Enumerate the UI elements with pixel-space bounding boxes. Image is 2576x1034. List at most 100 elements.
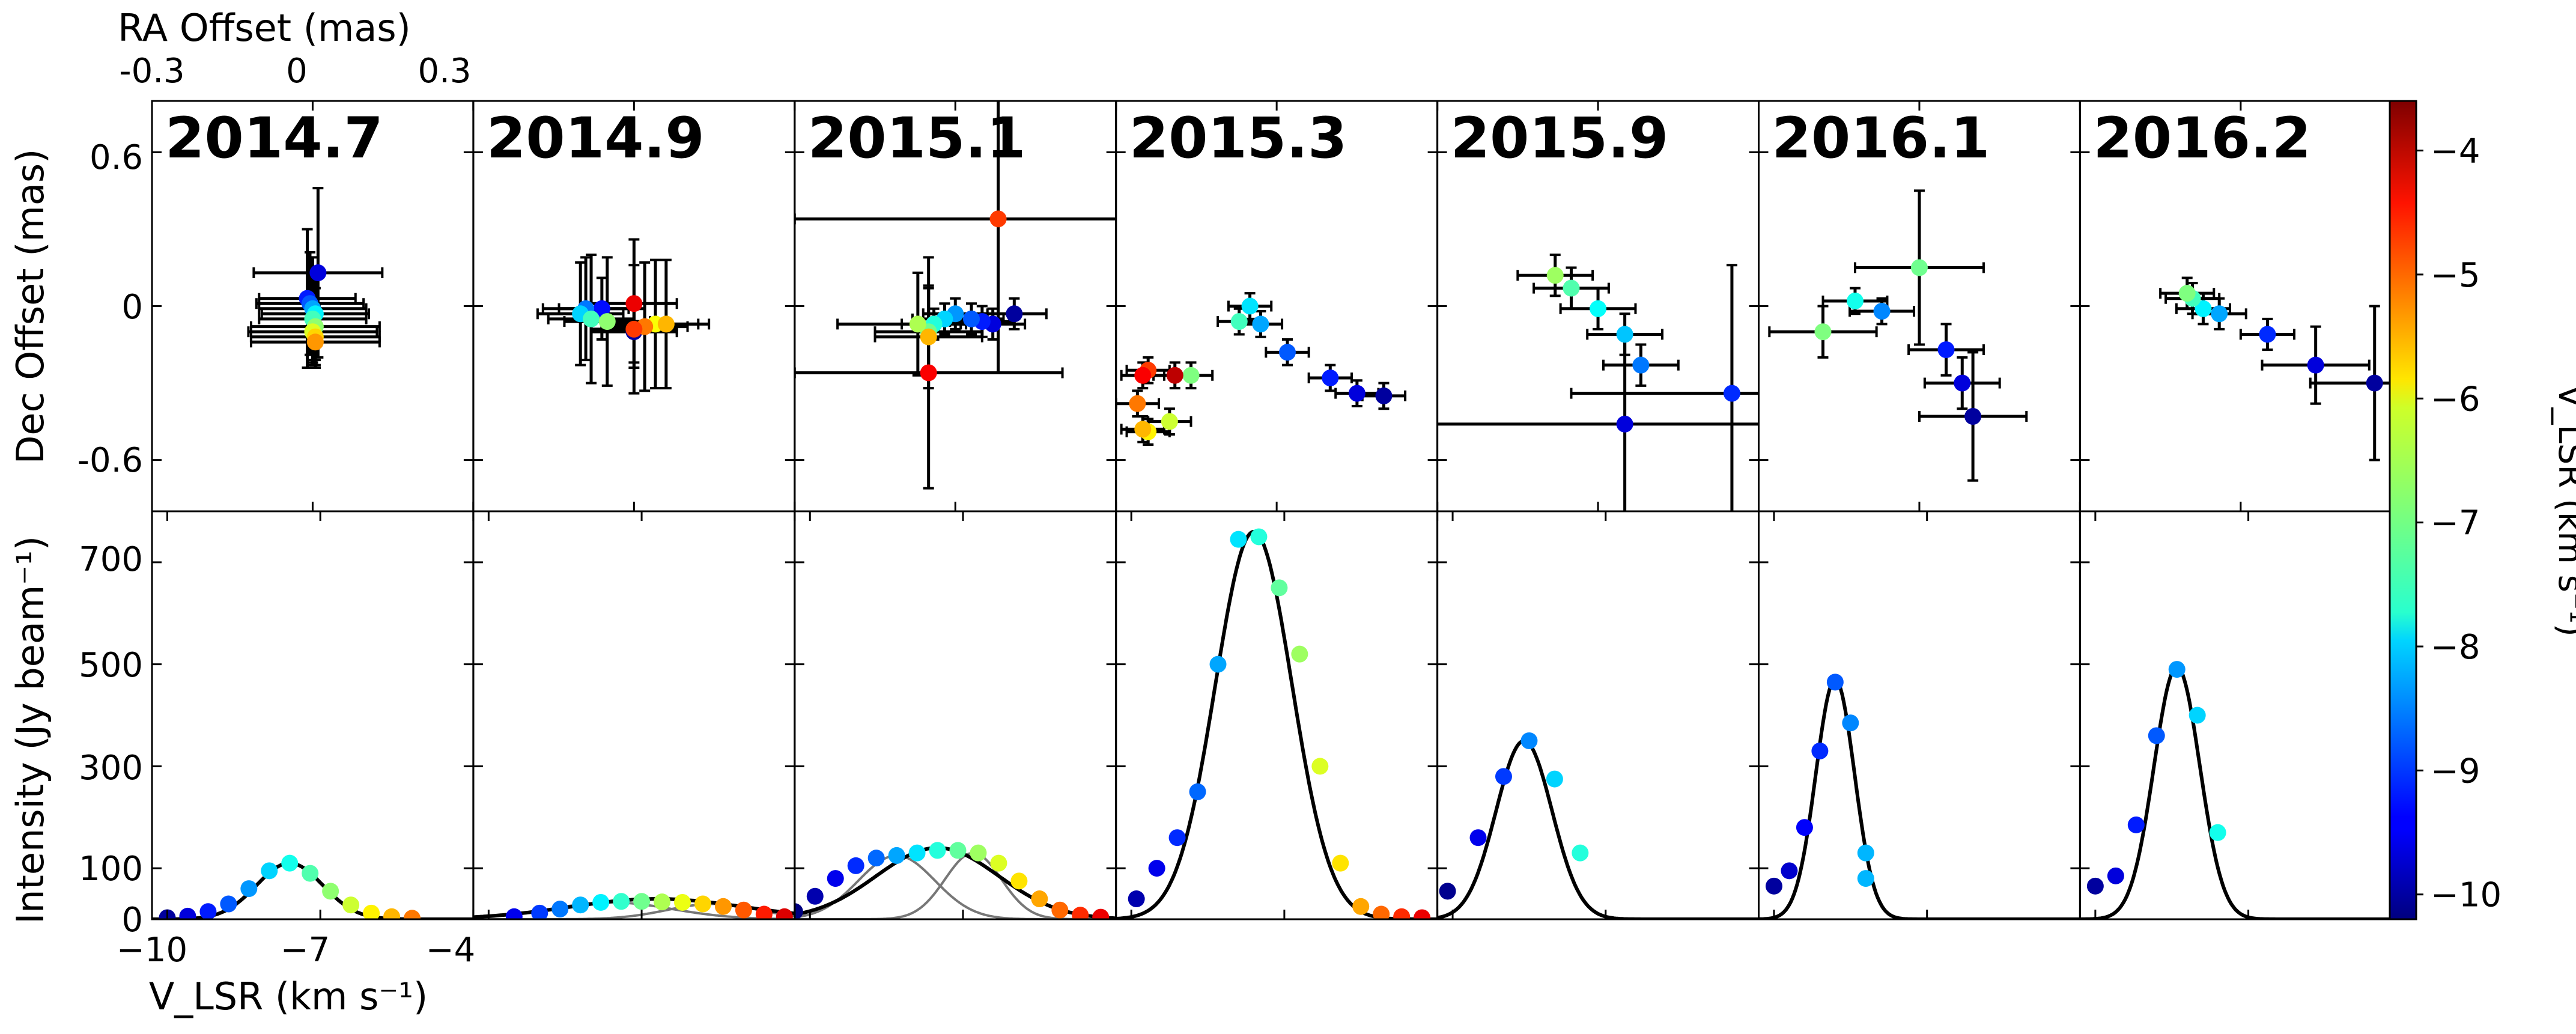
top-tick-label-left: -0.3: [119, 52, 184, 91]
spectrum-point: [592, 893, 610, 911]
spectrum-point: [827, 870, 844, 887]
position-panel-2014.9: [536, 238, 711, 395]
spectrum-point: [1857, 844, 1874, 862]
spectrum-point: [674, 893, 691, 911]
spectrum-point: [322, 883, 339, 900]
spectrum-point: [505, 908, 523, 919]
spectrum-point: [1393, 908, 1411, 919]
spectrum-point: [1072, 907, 1089, 919]
spectrum-point: [1332, 854, 1349, 872]
spectrum-point: [404, 910, 421, 919]
spectrum-point: [654, 893, 671, 911]
spectrum-point: [2168, 661, 2186, 678]
maser-spot: [598, 313, 616, 330]
spectrum-point: [613, 893, 630, 910]
spectrum-point: [1495, 768, 1512, 785]
maser-spot: [593, 300, 610, 317]
maser-spot: [2307, 356, 2324, 374]
maser-spot: [1954, 374, 1971, 392]
gaussian-fit: [2080, 664, 2402, 919]
top-tick-label-right: 0.3: [418, 52, 471, 91]
spectrum-point: [1031, 890, 1048, 908]
maser-spot: [1563, 279, 1580, 297]
maser-spot: [1182, 366, 1200, 384]
maser-spot: [1252, 315, 1269, 333]
spectrum-point: [261, 862, 278, 880]
top-axis-label: RA Offset (mas): [118, 6, 411, 50]
top-tick-label-center: 0: [286, 52, 308, 91]
maser-spot: [1616, 415, 1633, 433]
spectrum-point: [302, 865, 319, 882]
spectrum-point: [1439, 883, 1456, 900]
maser-spot: [625, 320, 643, 338]
gaussian-component: [794, 854, 1116, 919]
intensity-axis-label: Intensity (Jy beam⁻¹): [8, 536, 52, 924]
spectrum-point: [1469, 829, 1487, 847]
maser-spot: [1129, 395, 1146, 412]
spectrum-point: [714, 898, 732, 915]
colorbar-tick-label: −4: [2431, 132, 2480, 171]
colorbar-ticks: −4 −5 −6 −7 −8 −9 −10: [2416, 132, 2502, 915]
spectrum-point: [794, 903, 803, 919]
spectrum-panel-2015.9: [1437, 732, 1759, 919]
spectrum-panel-frame: [472, 510, 796, 920]
spectrum-point: [1520, 732, 1538, 749]
spectrum-point: [1811, 742, 1829, 759]
maser-spot: [2211, 305, 2228, 323]
spectrum-point: [2209, 824, 2226, 841]
maser-spot: [989, 210, 1007, 228]
epoch-label-2015.1: 2015.1: [808, 106, 1026, 171]
maser-spot: [1134, 421, 1152, 438]
maser-spot: [583, 310, 600, 327]
maser-spot: [1161, 413, 1178, 430]
maser-spot: [1375, 387, 1393, 404]
maser-spot: [1230, 313, 1248, 330]
maser-spot: [1964, 408, 1982, 425]
spectrum-point: [363, 904, 380, 919]
spectrum-point: [1148, 860, 1165, 877]
spectrum-point: [929, 842, 946, 859]
epoch-label-2016.2: 2016.2: [2093, 106, 2311, 171]
position-panel-2015.1: [794, 101, 1116, 490]
spectrum-point: [179, 907, 196, 919]
spectrum-point: [2086, 877, 2104, 895]
maser-spot: [1590, 300, 1607, 317]
colorbar-tick-label: −9: [2431, 752, 2480, 791]
maser-spot: [1134, 366, 1152, 384]
spectrum-panel-2016.1: [1758, 674, 2080, 919]
gaussian-fit: [1758, 678, 2080, 919]
spectrum-point: [551, 901, 569, 918]
spectrum-point: [806, 887, 824, 905]
spectrum-point: [2189, 707, 2206, 724]
colorbar-tick-label: −6: [2431, 380, 2480, 419]
position-panel-2016.1: [1768, 189, 2028, 482]
spectrum-point: [1796, 819, 1813, 836]
maser-spot: [1278, 344, 1296, 361]
intensity-tick-label-300: 300: [79, 749, 143, 788]
spectrum-point: [1010, 872, 1028, 890]
maser-spot: [1006, 305, 1023, 323]
spectrum-point: [2148, 727, 2165, 744]
spectrum-point: [1857, 870, 1874, 887]
maser-spot: [920, 364, 937, 382]
spectrum-point: [867, 850, 885, 867]
spectrum-point: [1546, 770, 1563, 788]
intensity-tick-label-700: 700: [79, 540, 143, 579]
spectrum-point: [1373, 905, 1390, 919]
spectrum-point: [1209, 655, 1227, 673]
spectrum-point: [383, 908, 401, 919]
spectrum-point: [908, 844, 926, 862]
dec-tick-label-0: 0.6: [90, 138, 143, 177]
colorbar-tick-label: −10: [2431, 876, 2502, 915]
velocity-tick-label-left: −10: [117, 931, 187, 970]
spectrum-point: [342, 896, 360, 914]
spectrum-point: [2127, 816, 2145, 833]
maser-spot: [1546, 267, 1564, 284]
intensity-tick-label-0: 0: [121, 901, 143, 940]
maser-spot: [2366, 374, 2383, 392]
spectrum-point: [847, 857, 864, 874]
maser-spot: [1846, 292, 1864, 309]
maser-spot: [1873, 303, 1891, 320]
spectrum-point: [220, 895, 237, 913]
